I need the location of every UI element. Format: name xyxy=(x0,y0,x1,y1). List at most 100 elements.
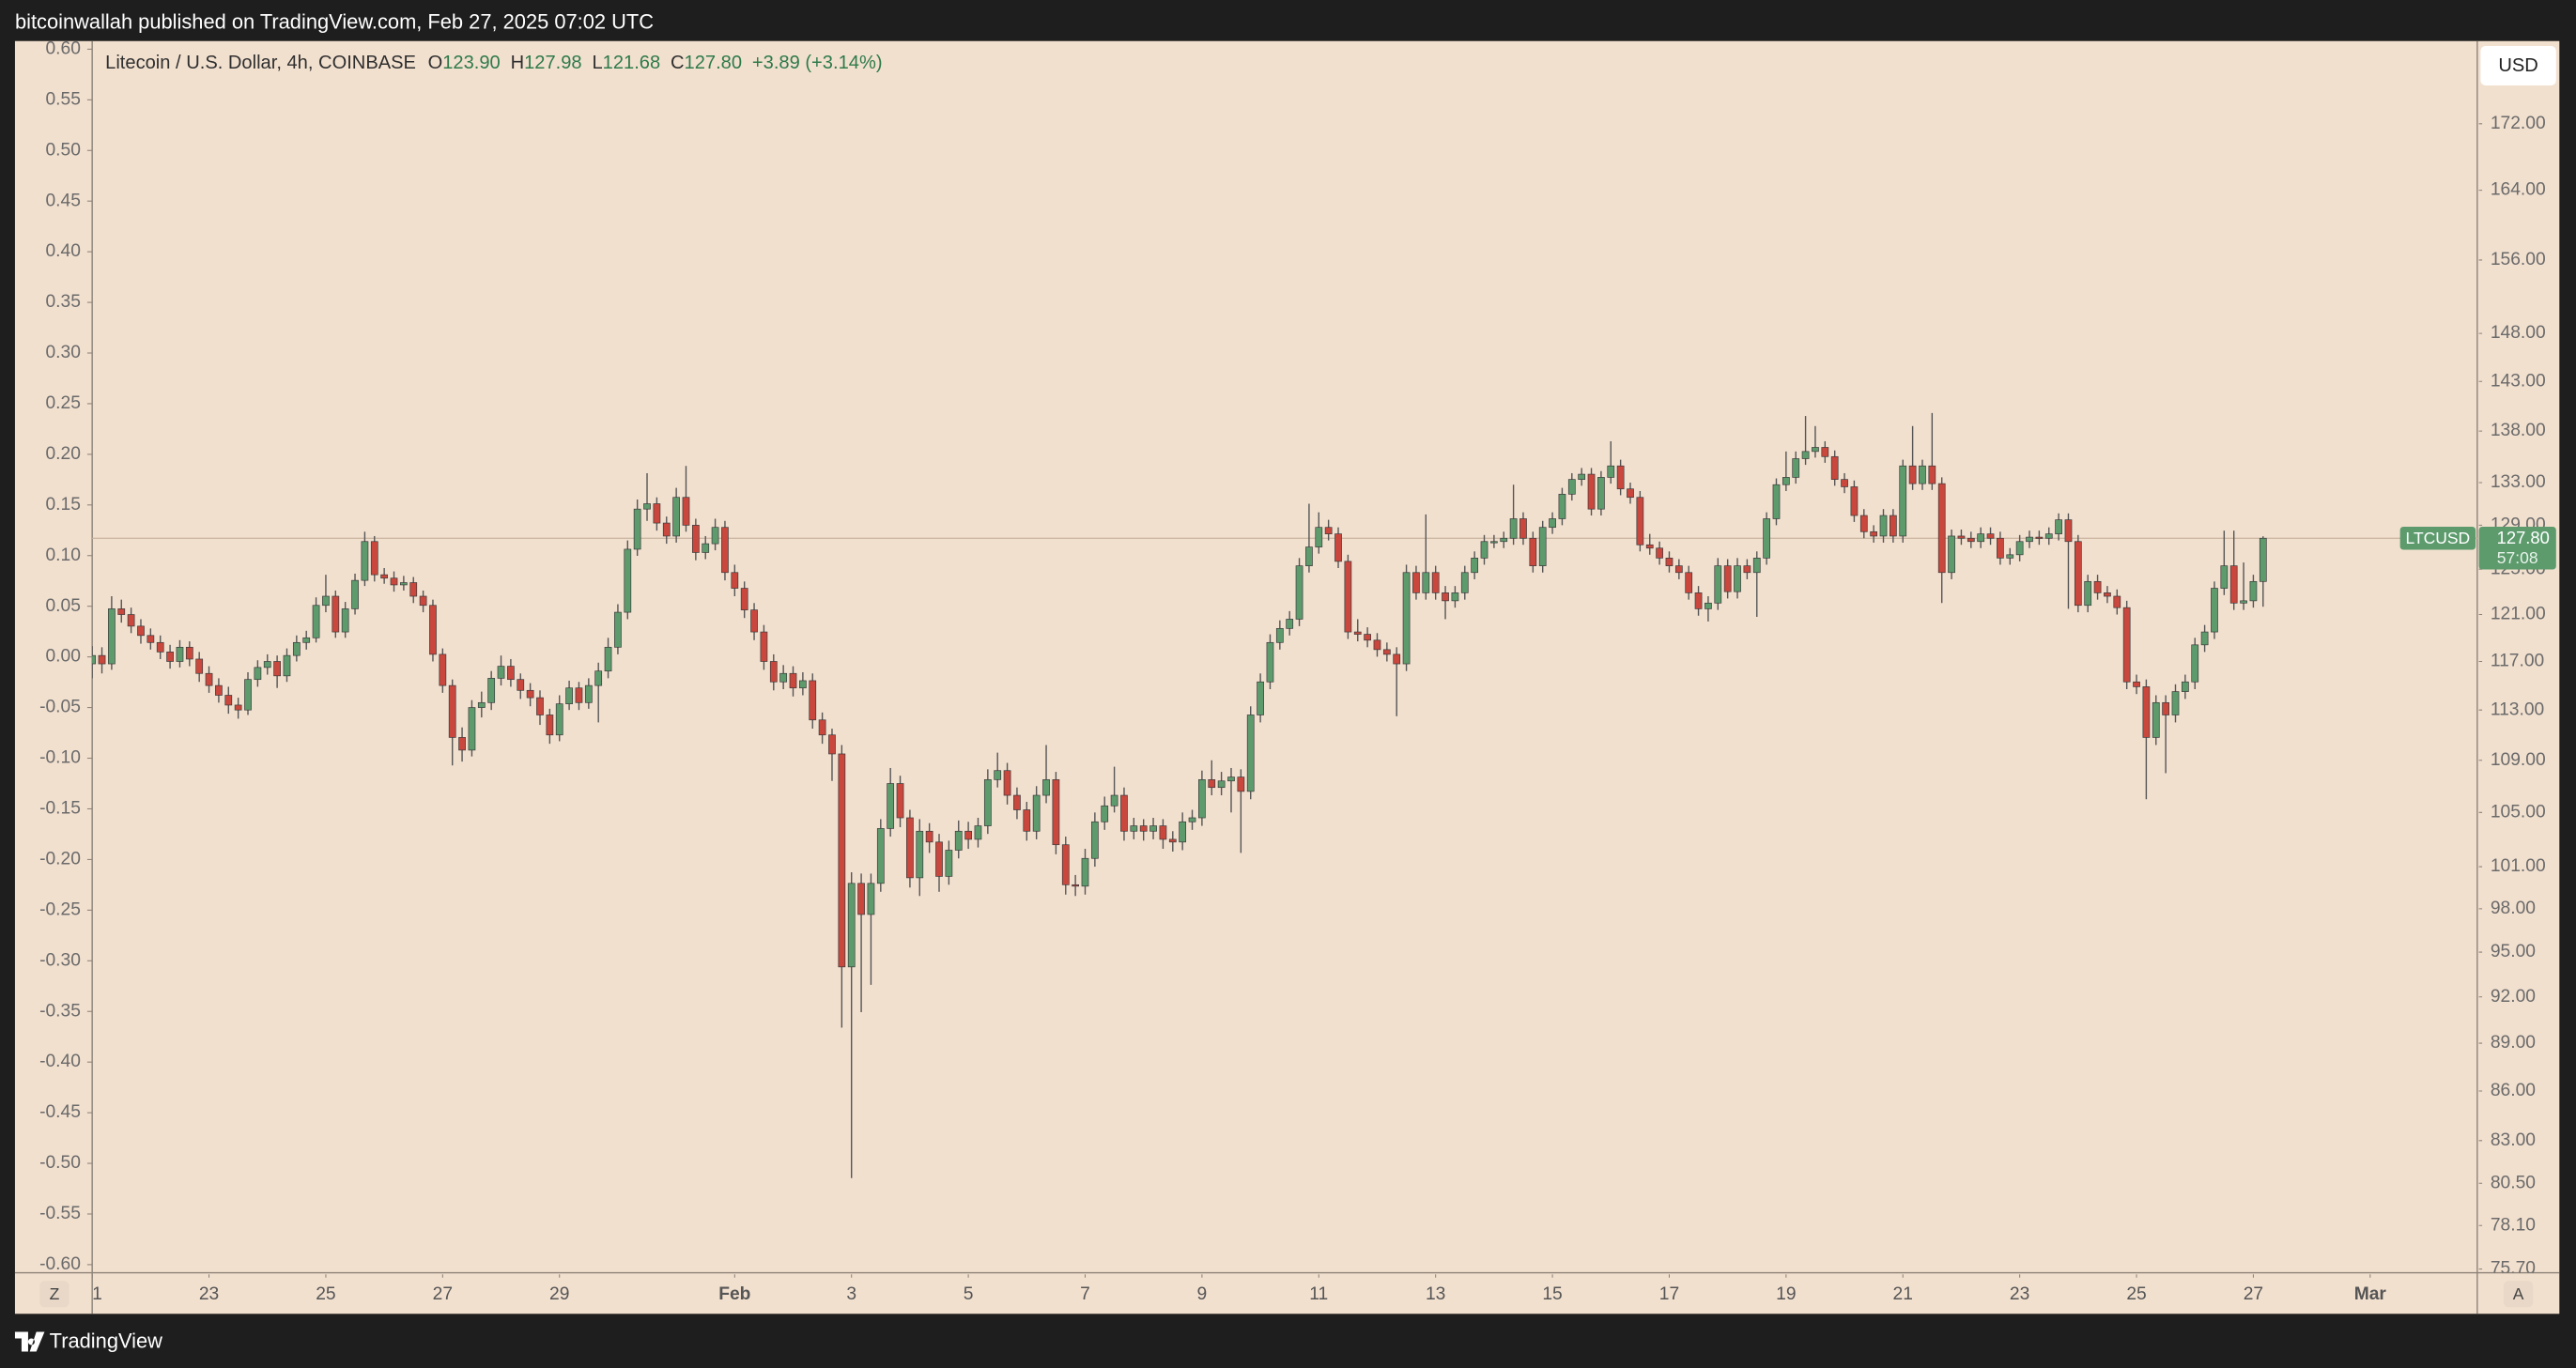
zoom-button-bg[interactable] xyxy=(39,1281,69,1308)
time-axis: 21 23 25 27 29 Feb 3 5 7 9 11 13 15 17 19 21 23 25 27 Mar xyxy=(82,1274,2386,1304)
candle-body xyxy=(361,541,369,581)
y2-tick-label: 0.15 xyxy=(45,495,80,515)
candle-body xyxy=(2064,519,2073,543)
y-tick-label: 89.00 xyxy=(2491,1033,2536,1053)
candle-body xyxy=(1442,592,1449,602)
candle-body xyxy=(1305,546,1313,566)
candle-body xyxy=(1120,794,1128,832)
y-tick-label: 75.70 xyxy=(2491,1259,2536,1279)
candle-body xyxy=(1315,527,1323,547)
candle-body xyxy=(507,666,515,681)
candle-body xyxy=(1704,602,1712,609)
candle-body xyxy=(809,680,817,721)
zoom-button-label[interactable]: Z xyxy=(50,1284,60,1303)
candle-body xyxy=(137,625,145,637)
candle-body xyxy=(176,646,184,662)
candle-body xyxy=(1168,838,1177,843)
x-tick-label: 7 xyxy=(1080,1284,1090,1304)
x-tick-label: 21 xyxy=(82,1284,101,1304)
candle-body xyxy=(1723,565,1732,592)
candle-body xyxy=(1870,530,1878,537)
candle-body xyxy=(925,830,933,843)
candle-body xyxy=(691,525,700,553)
x-tick-label: 23 xyxy=(2010,1284,2029,1304)
candle-body xyxy=(1597,477,1605,510)
candle-body xyxy=(1353,631,1362,635)
candle-body xyxy=(2044,533,2053,539)
candle-body xyxy=(1149,825,1157,832)
brand: TradingView xyxy=(14,1330,162,1353)
currency-button-bg[interactable] xyxy=(2480,45,2556,85)
candle-body xyxy=(1694,592,1703,609)
candle-body xyxy=(1558,493,1566,519)
candle-body xyxy=(711,527,719,545)
candle-body xyxy=(1656,547,1663,559)
auto-button-bg[interactable] xyxy=(2503,1281,2534,1308)
y2-tick-label: 0.60 xyxy=(45,38,80,58)
candle-body xyxy=(1237,776,1245,792)
y-tick-label: 148.00 xyxy=(2491,323,2546,343)
auto-button[interactable]: A xyxy=(2503,1281,2534,1308)
candle-body xyxy=(1188,817,1196,822)
candle-body xyxy=(1275,627,1284,643)
y-tick-label: 105.00 xyxy=(2491,802,2546,822)
currency-label[interactable]: USD xyxy=(2498,55,2537,76)
right-axis: 172.00 164.00 156.00 148.00 143.00 138.00 133.… xyxy=(2478,114,2546,1279)
candle-body xyxy=(2229,565,2238,604)
y2-tick-label: -0.10 xyxy=(39,748,81,768)
candle-body xyxy=(2113,595,2121,608)
auto-button-label[interactable]: A xyxy=(2513,1284,2524,1303)
countdown: 57:08 xyxy=(2497,548,2538,567)
candle-body xyxy=(1295,565,1303,620)
candle-body xyxy=(2171,691,2180,715)
candle-body xyxy=(1879,515,1888,537)
y2-tick-label: 0.30 xyxy=(45,343,80,362)
candle-body xyxy=(2249,580,2258,602)
candle-body xyxy=(399,582,408,586)
x-tick-label: 5 xyxy=(964,1284,974,1304)
candle-body xyxy=(1919,465,1926,484)
y-tick-label: 143.00 xyxy=(2491,371,2546,391)
candle-body xyxy=(468,707,476,751)
candle-body xyxy=(1471,558,1479,574)
x-tick-label: 17 xyxy=(1659,1284,1679,1304)
candle-body xyxy=(244,679,252,711)
auto-scale-button[interactable]: Z xyxy=(39,1281,69,1308)
y2-tick-label: 0.25 xyxy=(45,393,80,413)
candle-body xyxy=(254,667,262,681)
currency-button[interactable]: USD xyxy=(2480,45,2556,85)
candle-body xyxy=(1928,465,1936,484)
candle-body xyxy=(555,703,563,736)
ohlc-value: 127.80 xyxy=(685,54,743,74)
candle-body xyxy=(1567,479,1576,495)
candle-body xyxy=(546,715,554,736)
x-tick-label: 29 xyxy=(549,1284,569,1304)
candle-body xyxy=(283,654,291,677)
candle-body xyxy=(2200,631,2209,646)
candle-body xyxy=(2240,600,2247,604)
candle-body xyxy=(828,734,836,755)
candle-body xyxy=(604,646,612,672)
candle-body xyxy=(1130,825,1138,832)
x-tick-label: 9 xyxy=(1197,1284,1208,1304)
candle-body xyxy=(954,830,963,851)
symbol-tag-bg xyxy=(2399,527,2476,550)
candle-body xyxy=(1032,794,1041,832)
candle-body xyxy=(1500,537,1508,543)
candle-body xyxy=(1607,465,1615,478)
y2-tick-label: -0.40 xyxy=(39,1052,81,1071)
candle-body xyxy=(1110,794,1118,807)
x-tick-label: 13 xyxy=(1426,1284,1445,1304)
candle-body xyxy=(1801,451,1810,459)
candle-body xyxy=(1645,544,1654,549)
candle-body xyxy=(1830,455,1839,480)
candle-body xyxy=(1587,473,1596,510)
candle-body xyxy=(302,637,311,643)
candle-body xyxy=(1908,465,1917,484)
ohlc-value: 127.98 xyxy=(524,54,582,74)
y2-tick-label: -0.50 xyxy=(39,1153,81,1173)
candle-body xyxy=(818,719,826,736)
candle-body xyxy=(234,704,242,711)
candle-body xyxy=(1850,486,1859,516)
